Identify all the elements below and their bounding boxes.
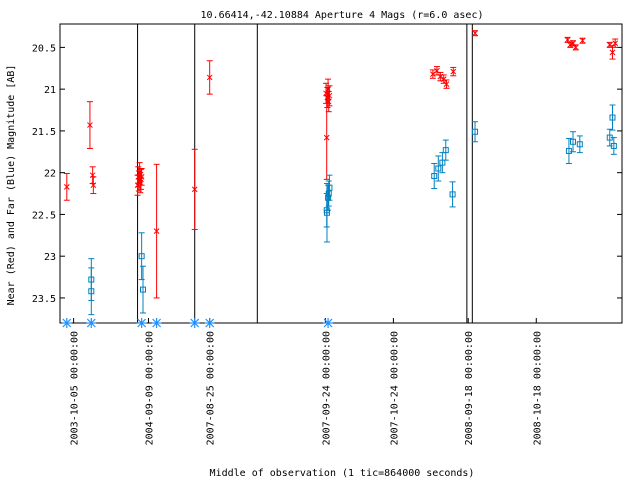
near-point [440, 76, 447, 82]
x-tick-label: 2007-08-25 00:00:00 [206, 331, 217, 445]
near-point-stroke [606, 42, 613, 48]
near-point [323, 134, 330, 141]
baseline-marker-stroke [86, 318, 96, 328]
x-tick-label: 2008-10-18 00:00:00 [532, 331, 543, 445]
x-tick-label: 2003-10-05 00:00:00 [70, 331, 81, 445]
y-tick-label: 23.5 [32, 294, 56, 305]
y-tick-label: 22.5 [32, 210, 56, 221]
near-point [612, 40, 619, 47]
baseline-marker [136, 318, 147, 328]
near-point [564, 37, 571, 43]
near-point-stroke [572, 44, 579, 51]
baseline-marker-stroke [62, 318, 72, 328]
near-point [443, 81, 450, 87]
plot-area: 20.5 21 21.5 22 22.5 23 23.5 2003-10-05 00:00:0… [32, 23, 623, 445]
near-point-stroke [570, 40, 576, 47]
far-point [325, 190, 332, 197]
near-point [326, 92, 333, 99]
plot-frame [59, 23, 623, 324]
near-point [472, 30, 478, 37]
near-point [579, 37, 586, 44]
baseline-marker [61, 318, 72, 328]
near-point-stroke [450, 68, 457, 75]
far-point [472, 128, 479, 135]
far-point [435, 165, 442, 172]
near-point [63, 184, 70, 190]
near-point-stroke [579, 37, 586, 44]
x-tick-label: 2007-09-24 00:00:00 [321, 331, 332, 445]
chart-title: 10.66414,-42.10884 Aperture 4 Mags (r=6.… [201, 10, 484, 21]
y-tick-label: 21.5 [32, 127, 56, 138]
far-point [570, 138, 577, 145]
near-point [567, 42, 574, 48]
far-point [609, 114, 616, 121]
baseline-marker-stroke [205, 318, 215, 328]
x-axis-label: Middle of observation (1 tic=864000 seco… [210, 468, 475, 479]
baseline-marker-stroke [137, 318, 147, 328]
near-point-stroke [191, 186, 198, 193]
near-point [572, 44, 579, 51]
far-point [565, 147, 572, 154]
near-point-stroke [443, 81, 450, 87]
far-point [439, 159, 446, 166]
near-point-stroke [63, 184, 70, 190]
near-point [206, 74, 213, 81]
near-point-stroke [153, 228, 160, 234]
far-point [576, 141, 583, 148]
near-point [606, 42, 613, 48]
baseline-marker [323, 318, 334, 328]
near-point [138, 173, 145, 180]
far-point [88, 288, 95, 295]
near-point-stroke [434, 67, 440, 74]
y-tick-label: 21 [44, 85, 56, 96]
near-point [450, 68, 457, 75]
baseline-marker [189, 318, 200, 328]
y-tick-label: 23 [44, 252, 56, 263]
far-point [449, 191, 456, 198]
y-tick-label: 20.5 [32, 43, 56, 54]
far-point [138, 253, 145, 260]
far-point [431, 173, 438, 180]
x-tick-label: 2004-09-09 00:00:00 [144, 331, 155, 445]
near-point-stroke [429, 71, 436, 77]
near-point-stroke [206, 74, 213, 81]
near-point-stroke [609, 49, 616, 56]
far-point [610, 142, 617, 149]
baseline-marker-stroke [152, 318, 162, 328]
near-point [87, 122, 93, 128]
near-point [325, 98, 332, 105]
x-tick-label: 2008-09-18 00:00:00 [464, 331, 475, 445]
near-point-stroke [326, 92, 333, 99]
y-axis-label: Near (Red) and Far (Blue) Magnitude [AB] [6, 65, 17, 306]
near-point-stroke [564, 37, 571, 43]
baseline-marker [151, 318, 162, 328]
baseline-marker-stroke [190, 318, 200, 328]
near-point [609, 49, 616, 56]
near-point [191, 186, 198, 193]
far-point [442, 147, 449, 154]
near-point-stroke [567, 42, 574, 48]
near-point-stroke [323, 134, 330, 141]
near-point-stroke [472, 30, 478, 37]
far-point [326, 184, 333, 191]
near-point [153, 228, 160, 234]
baseline-marker [204, 318, 215, 328]
x-tick-label: 2007-10-24 00:00:00 [389, 331, 400, 445]
near-point-stroke [440, 76, 447, 82]
near-point-stroke [87, 122, 93, 128]
near-point-stroke [138, 173, 145, 180]
near-point-stroke [90, 182, 97, 189]
near-point [90, 182, 97, 189]
near-point-stroke [612, 40, 619, 47]
far-point [140, 286, 147, 293]
near-point-stroke [325, 98, 332, 105]
near-point [429, 71, 436, 77]
y-tick-label: 22 [44, 169, 56, 180]
baseline-marker-stroke [323, 318, 333, 328]
baseline-marker [86, 318, 97, 328]
